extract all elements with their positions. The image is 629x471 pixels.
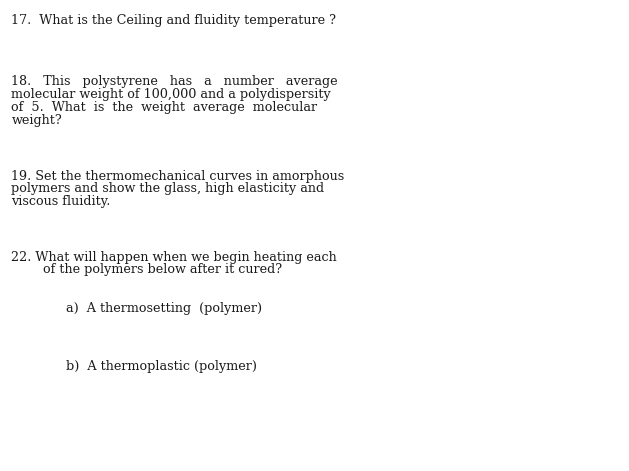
Text: of  5.  What  is  the  weight  average  molecular: of 5. What is the weight average molecul… [11, 101, 318, 114]
Text: polymers and show the glass, high elasticity and: polymers and show the glass, high elasti… [11, 182, 325, 195]
Text: of the polymers below after it cured?: of the polymers below after it cured? [43, 263, 282, 276]
Text: a)  A thermosetting  (polymer): a) A thermosetting (polymer) [66, 302, 262, 316]
Text: weight?: weight? [11, 114, 62, 127]
Text: 17.  What is the Ceiling and fluidity temperature ?: 17. What is the Ceiling and fluidity tem… [11, 14, 337, 27]
Text: 22. What will happen when we begin heating each: 22. What will happen when we begin heati… [11, 251, 337, 264]
Text: molecular weight of 100,000 and a polydispersity: molecular weight of 100,000 and a polydi… [11, 88, 331, 101]
Text: 19. Set the thermomechanical curves in amorphous: 19. Set the thermomechanical curves in a… [11, 170, 345, 183]
Text: 18.   This   polystyrene   has   a   number   average: 18. This polystyrene has a number averag… [11, 75, 338, 89]
Text: viscous fluidity.: viscous fluidity. [11, 195, 111, 208]
Text: b)  A thermoplastic (polymer): b) A thermoplastic (polymer) [66, 360, 257, 374]
